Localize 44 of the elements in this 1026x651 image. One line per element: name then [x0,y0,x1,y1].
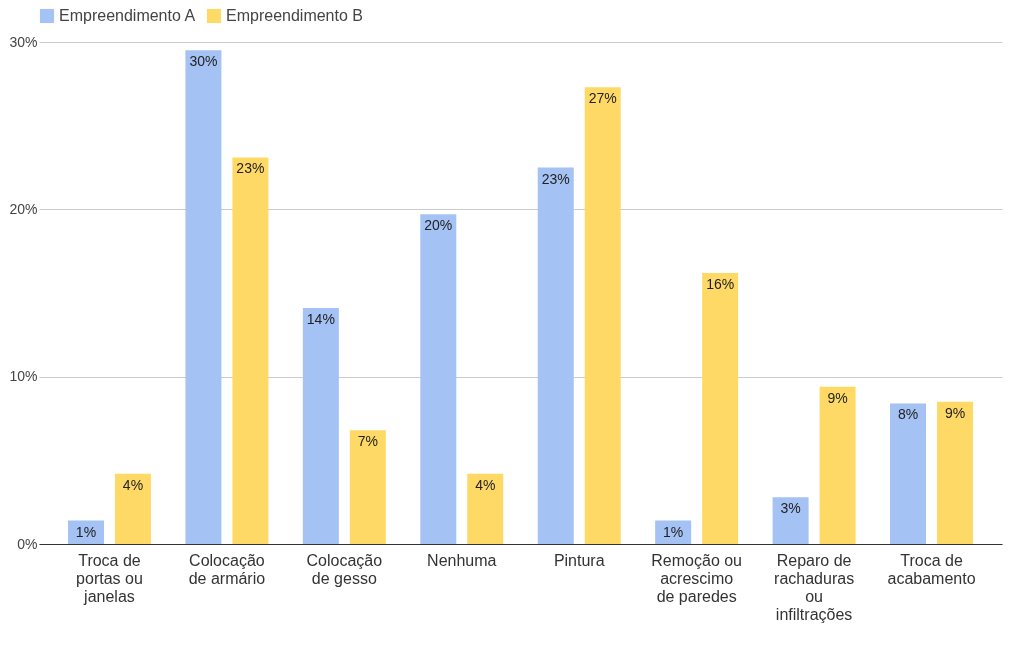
data-label: 1% [663,523,684,540]
data-label: 9% [944,404,966,421]
x-tick-label: Remoção ou acrescimo de paredes [651,551,743,605]
x-tick-label: Nenhuma [427,551,497,569]
data-label: 1% [75,523,97,540]
x-tick-label: Colocação de gesso [306,551,383,587]
data-label: 14% [306,311,335,328]
data-label: 4% [122,476,144,493]
data-label: 9% [827,389,848,406]
y-tick-label: 20% [9,200,38,217]
x-tick-label: Reparo de rachaduras ou infiltrações [774,551,855,623]
data-label: 16% [706,275,735,292]
bar [772,497,809,544]
y-tick-label: 0% [17,535,38,552]
bar [349,430,386,544]
data-label: 23% [236,160,265,177]
bar [702,272,739,544]
y-tick-label: 10% [9,368,38,385]
x-tick-label: Troca de acabamento [887,551,976,587]
legend-label: Empreendimento B [226,7,363,24]
bar [584,87,621,544]
x-tick-label: Troca de portas ou janelas [76,551,143,605]
y-tick-label: 30% [9,33,38,50]
data-label: 23% [541,170,570,187]
bar [819,386,856,544]
bar [185,50,222,544]
bar [420,214,457,544]
bar [537,167,574,544]
bar [890,403,927,544]
data-label: 8% [897,406,919,423]
data-label: 3% [780,500,801,517]
bar [937,401,974,544]
data-label: 30% [189,53,218,70]
bar [232,157,269,544]
bar [114,473,151,544]
legend-label: Empreendimento A [59,7,196,24]
bar [467,473,504,544]
x-tick-label: Colocação de armário [188,551,266,587]
bar [302,308,339,544]
data-label: 7% [357,433,378,450]
x-tick-label: Pintura [553,551,605,569]
data-label: 20% [424,217,453,234]
data-label: 27% [588,90,617,107]
data-label: 4% [475,476,496,493]
